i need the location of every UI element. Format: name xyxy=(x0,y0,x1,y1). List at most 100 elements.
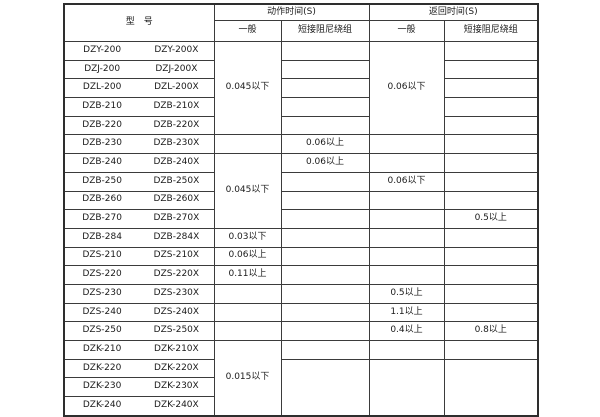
table-row-dzy-200: DZY-200 DZY-200X 0.045以下 0.06以下 xyxy=(63,40,539,136)
action-damping-empty xyxy=(280,41,370,61)
table-row-dzb-210: DZB-210 DZB-210X xyxy=(63,97,539,117)
action-general-value: 0.045以下 xyxy=(213,153,282,229)
model-x-label: DZB-250X xyxy=(153,175,200,186)
action-damping-empty xyxy=(280,227,370,248)
model-x-label: DZS-210X xyxy=(153,250,200,261)
model-x-label: DZS-250X xyxy=(153,325,200,336)
model-cell: DZL-200 DZL-200X xyxy=(63,78,215,99)
model-label: DZB-250 xyxy=(82,175,122,186)
model-cell: DZB-210 DZB-210X xyxy=(63,97,215,117)
model-label: DZK-220 xyxy=(82,362,122,373)
model-x-label: DZK-230X xyxy=(154,381,199,392)
model-label: DZK-240 xyxy=(82,399,122,410)
action-general-value: 0.015以下 xyxy=(213,339,282,417)
action-damping-empty xyxy=(280,265,370,285)
return-damping-empty xyxy=(443,115,539,136)
return-general-empty xyxy=(368,153,445,173)
model-cell: DZS-220 DZS-220X xyxy=(63,265,215,285)
return-general-empty xyxy=(368,209,445,229)
return-damping-empty xyxy=(443,190,539,211)
action-damping-empty xyxy=(280,171,370,192)
return-general-empty xyxy=(368,227,445,248)
model-x-label: DZK-220X xyxy=(154,362,199,373)
action-damping-empty xyxy=(280,115,370,136)
model-cell: DZB-284 DZB-284X xyxy=(63,227,215,248)
return-general-value: 0.5以上 xyxy=(368,283,445,304)
model-label: DZS-250 xyxy=(82,325,122,336)
model-label: DZS-230 xyxy=(82,287,122,298)
model-x-label: DZS-230X xyxy=(153,287,200,298)
model-label: DZB-240 xyxy=(82,157,122,168)
action-damping-value: 0.06以上 xyxy=(280,134,370,155)
return-damping-empty xyxy=(443,97,539,117)
return-general-value: 0.06以下 xyxy=(368,40,445,136)
relay-spec-table: 型 号 动作时间(S) 返回时间(S) 一般 短接阻尼绕组 一般 短接阻尼绕组 … xyxy=(63,3,539,417)
model-label: DZB-270 xyxy=(82,213,122,224)
return-damping-empty xyxy=(443,265,539,285)
model-cell: DZB-250 DZB-250X xyxy=(63,171,215,192)
table-row-dzs-220: DZS-220 DZS-220X 0.11以上 xyxy=(63,265,539,285)
action-damping-empty xyxy=(280,97,370,117)
model-label: DZS-220 xyxy=(82,269,122,280)
model-label: DZS-240 xyxy=(82,306,122,317)
model-cell: DZB-220 DZB-220X xyxy=(63,115,215,136)
return-damping-empty xyxy=(443,171,539,192)
action-damping-empty xyxy=(280,190,370,211)
action-damping-empty xyxy=(280,302,370,323)
action-damping-empty xyxy=(280,209,370,229)
header-row-groups: 型 号 动作时间(S) 返回时间(S) xyxy=(63,3,539,42)
model-cell: DZB-270 DZB-270X xyxy=(63,209,215,229)
return-damping-empty xyxy=(443,78,539,99)
header-action-damping: 短接阻尼绕组 xyxy=(280,20,370,42)
action-damping-value: 0.06以上 xyxy=(280,153,370,173)
model-label: DZS-210 xyxy=(82,250,122,261)
action-general-value: 0.11以上 xyxy=(213,265,282,285)
return-damping-value: 0.8以上 xyxy=(443,321,539,341)
table-row-dzl-200: DZL-200 DZL-200X xyxy=(63,78,539,99)
action-general-empty xyxy=(213,321,282,341)
model-x-label: DZJ-200X xyxy=(155,63,198,74)
model-label: DZK-210 xyxy=(82,343,122,354)
model-cell: DZS-250 DZS-250X xyxy=(63,321,215,341)
table-row-dzs-230: DZS-230 DZS-230X 0.5以上 xyxy=(63,283,539,304)
model-label: DZL-200 xyxy=(82,82,122,93)
return-damping-value: 0.5以上 xyxy=(443,209,539,229)
model-cell: DZJ-200 DZJ-200X xyxy=(63,59,215,80)
return-general-empty xyxy=(368,134,445,155)
model-cell: DZS-230 DZS-230X xyxy=(63,283,215,304)
return-damping-empty xyxy=(443,59,539,80)
model-label: DZB-260 xyxy=(82,194,122,205)
table-row-dzk-210: DZK-210 DZK-210X 0.015以下 xyxy=(63,339,539,417)
action-general-empty xyxy=(213,302,282,323)
header-action-time: 动作时间(S) xyxy=(213,3,370,21)
header-return-general: 一般 xyxy=(368,20,445,42)
return-damping-empty xyxy=(443,41,539,61)
return-general-empty xyxy=(368,340,445,360)
return-damping-empty xyxy=(443,153,539,173)
model-label: DZB-284 xyxy=(82,231,122,242)
model-x-label: DZL-200X xyxy=(154,82,199,93)
header-return-time: 返回时间(S) xyxy=(368,3,539,21)
model-cell: DZY-200 DZY-200X xyxy=(63,41,215,61)
action-damping-empty xyxy=(280,59,370,80)
model-x-label: DZB-270X xyxy=(153,213,200,224)
model-x-label: DZB-230X xyxy=(153,138,200,149)
return-general-empty xyxy=(368,246,445,267)
table-row-dzs-250: DZS-250 DZS-250X 0.4以上 0.8以上 xyxy=(63,321,539,341)
model-x-label: DZB-240X xyxy=(153,157,200,168)
action-general-empty xyxy=(213,134,282,155)
model-cell: DZK-210 DZK-210X xyxy=(63,340,215,360)
return-general-value: 0.4以上 xyxy=(368,321,445,341)
model-cell: DZB-230 DZB-230X xyxy=(63,134,215,155)
header-return-damping: 短接阻尼绕组 xyxy=(443,20,539,42)
model-label: DZK-230 xyxy=(82,381,122,392)
return-general-value: 1.1以上 xyxy=(368,302,445,323)
return-general-empty xyxy=(368,358,445,417)
table-row-dzb-250: DZB-250 DZB-250X 0.06以下 xyxy=(63,171,539,192)
model-x-label: DZB-260X xyxy=(153,194,200,205)
action-damping-empty xyxy=(280,358,370,417)
return-damping-empty xyxy=(443,358,539,417)
model-cell: DZB-260 DZB-260X xyxy=(63,190,215,211)
model-label: DZY-200 xyxy=(83,44,122,55)
model-label: DZB-220 xyxy=(82,119,122,130)
